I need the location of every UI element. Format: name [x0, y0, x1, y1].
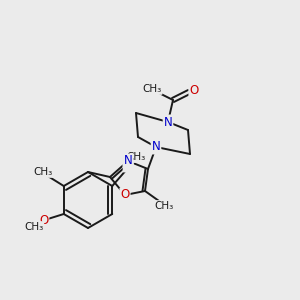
Text: CH₃: CH₃ — [127, 152, 146, 162]
Text: N: N — [164, 116, 172, 128]
Text: O: O — [124, 158, 133, 172]
Text: N: N — [124, 154, 132, 167]
Text: CH₃: CH₃ — [142, 84, 162, 94]
Text: CH₃: CH₃ — [154, 201, 174, 211]
Text: N: N — [152, 140, 160, 154]
Text: CH₃: CH₃ — [33, 167, 52, 177]
Text: O: O — [189, 85, 199, 98]
Text: CH₃: CH₃ — [24, 222, 44, 232]
Text: O: O — [120, 188, 130, 202]
Text: O: O — [39, 214, 48, 227]
